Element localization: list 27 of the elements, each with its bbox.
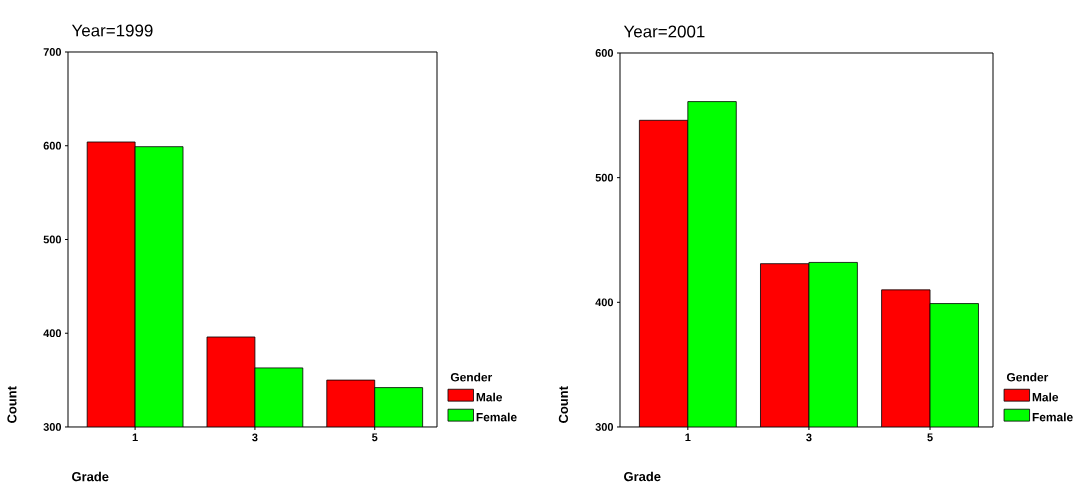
x-axis-title: Grade xyxy=(72,471,109,482)
y-tick-label: 500 xyxy=(595,173,614,182)
legend-title: Gender xyxy=(450,372,493,382)
x-tick-label: 5 xyxy=(927,433,933,442)
chart-title: Year=2001 xyxy=(623,25,705,38)
y-tick-label: 600 xyxy=(43,141,62,150)
legend-label: Male xyxy=(1032,392,1059,402)
y-tick-label: 300 xyxy=(43,423,62,431)
x-tick-label: 1 xyxy=(132,433,138,442)
legend-title: Gender xyxy=(1006,372,1049,382)
legend-label: Female xyxy=(476,412,517,422)
y-tick-label: 400 xyxy=(595,298,614,307)
legend-label: Male xyxy=(476,392,503,402)
x-tick-label: 1 xyxy=(685,433,691,442)
y-tick-label: 300 xyxy=(595,423,614,431)
chart-title: Year=1999 xyxy=(71,24,153,37)
y-tick-label: 600 xyxy=(595,49,614,57)
x-tick-label: 3 xyxy=(806,433,812,442)
y-tick-label: 500 xyxy=(43,235,62,244)
y-tick-label: 400 xyxy=(43,329,62,338)
y-tick-label: 700 xyxy=(43,48,62,56)
x-tick-label: 3 xyxy=(252,433,258,442)
x-tick-label: 5 xyxy=(372,433,378,442)
legend-label: Female xyxy=(1032,412,1073,422)
y-axis-title: Count xyxy=(7,386,17,423)
x-axis-title: Grade xyxy=(624,471,661,482)
y-axis-title: Count xyxy=(558,386,568,423)
